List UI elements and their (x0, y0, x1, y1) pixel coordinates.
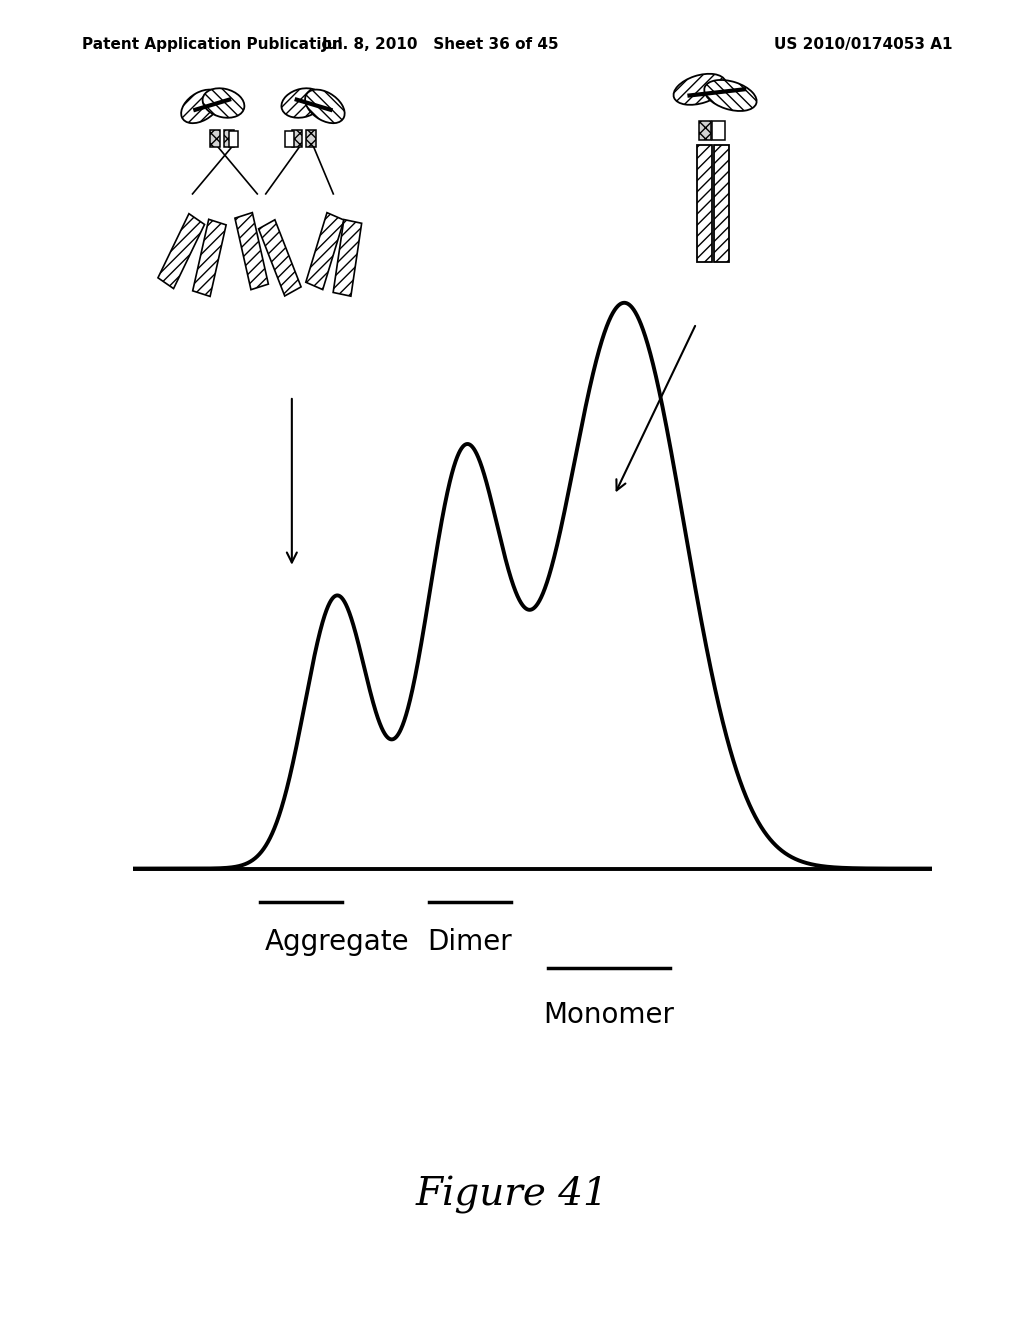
Bar (292, 129, 302, 147)
Ellipse shape (181, 90, 221, 123)
Bar (210, 129, 220, 147)
FancyBboxPatch shape (158, 214, 205, 289)
Bar (698, 121, 711, 140)
Text: Monomer: Monomer (544, 1001, 675, 1028)
Text: Figure 41: Figure 41 (416, 1176, 608, 1213)
Ellipse shape (203, 88, 245, 117)
Bar (713, 121, 725, 140)
FancyBboxPatch shape (193, 219, 226, 297)
Bar (224, 129, 234, 147)
Text: Patent Application Publication: Patent Application Publication (82, 37, 343, 51)
Ellipse shape (305, 90, 345, 123)
Ellipse shape (674, 74, 726, 104)
FancyBboxPatch shape (697, 145, 713, 261)
Text: US 2010/0174053 A1: US 2010/0174053 A1 (774, 37, 952, 51)
Bar (229, 131, 239, 147)
FancyBboxPatch shape (234, 213, 268, 289)
Text: Dimer: Dimer (427, 928, 512, 956)
FancyBboxPatch shape (258, 219, 301, 296)
FancyBboxPatch shape (333, 219, 361, 296)
Text: Aggregate: Aggregate (264, 928, 410, 956)
Ellipse shape (282, 88, 324, 117)
Text: Jul. 8, 2010   Sheet 36 of 45: Jul. 8, 2010 Sheet 36 of 45 (322, 37, 559, 51)
FancyBboxPatch shape (715, 145, 729, 261)
Bar (306, 129, 315, 147)
Ellipse shape (705, 81, 757, 111)
FancyBboxPatch shape (306, 213, 344, 289)
Bar (286, 131, 295, 147)
